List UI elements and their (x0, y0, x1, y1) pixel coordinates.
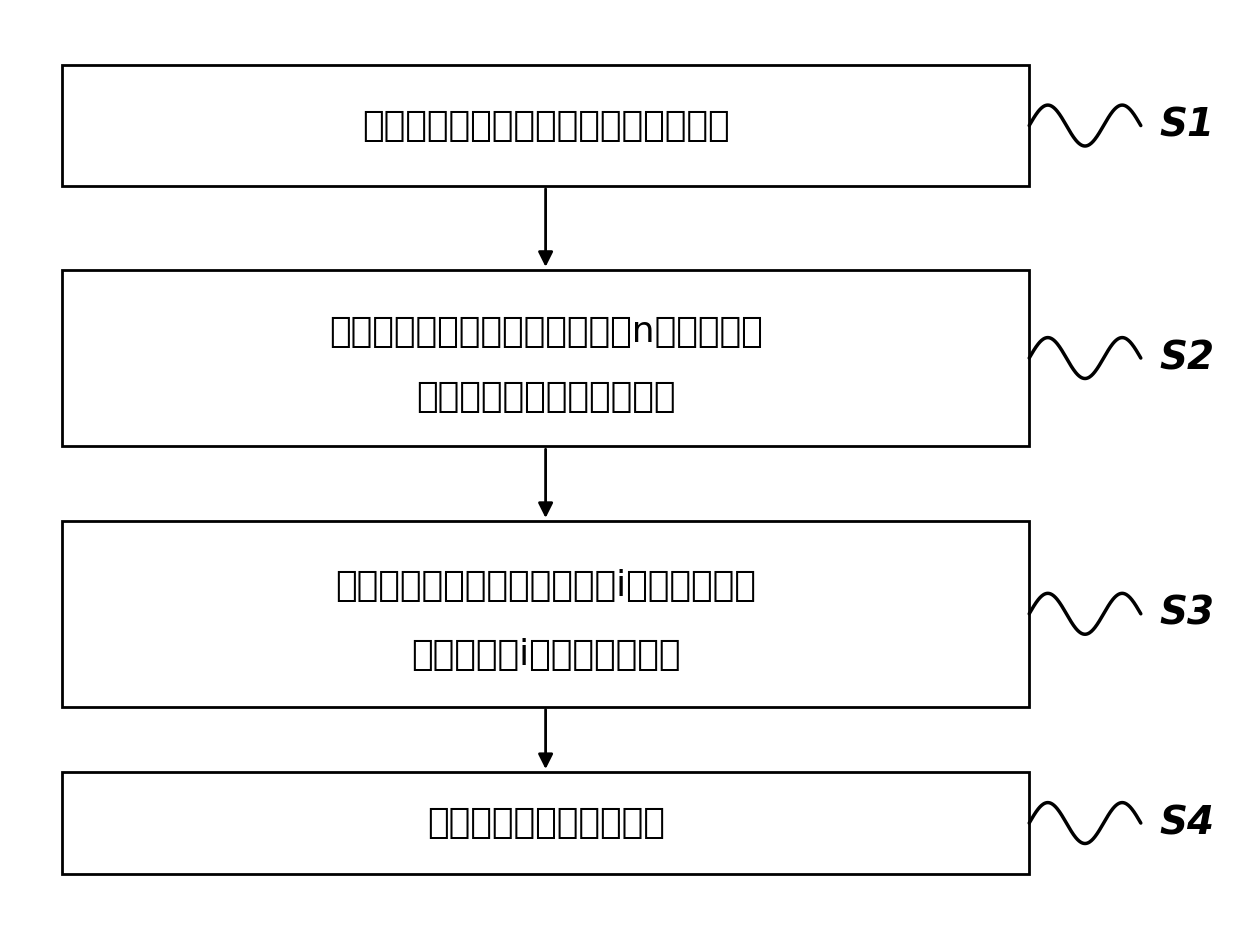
Text: 根据特征点对第一路视频的第i帧图像和第二: 根据特征点对第一路视频的第i帧图像和第二 (335, 569, 756, 603)
Text: S2: S2 (1159, 339, 1214, 377)
Text: S1: S1 (1159, 107, 1214, 144)
FancyBboxPatch shape (62, 772, 1029, 874)
Text: 一帧图像所对应的的特征点: 一帧图像所对应的的特征点 (415, 380, 676, 414)
Text: 提取第一路视频、第二路视频的n帧图像中每: 提取第一路视频、第二路视频的n帧图像中每 (329, 314, 763, 349)
Text: S4: S4 (1159, 804, 1214, 842)
FancyBboxPatch shape (62, 521, 1029, 707)
FancyBboxPatch shape (62, 270, 1029, 446)
FancyBboxPatch shape (62, 65, 1029, 186)
Text: 对拼接后的图像进行显示: 对拼接后的图像进行显示 (427, 806, 665, 840)
Text: 路视频的第i帧图像进行拼接: 路视频的第i帧图像进行拼接 (410, 638, 681, 671)
Text: S3: S3 (1159, 595, 1214, 632)
Text: 获取待拼接的第一路视频和第二路视频: 获取待拼接的第一路视频和第二路视频 (362, 109, 729, 142)
